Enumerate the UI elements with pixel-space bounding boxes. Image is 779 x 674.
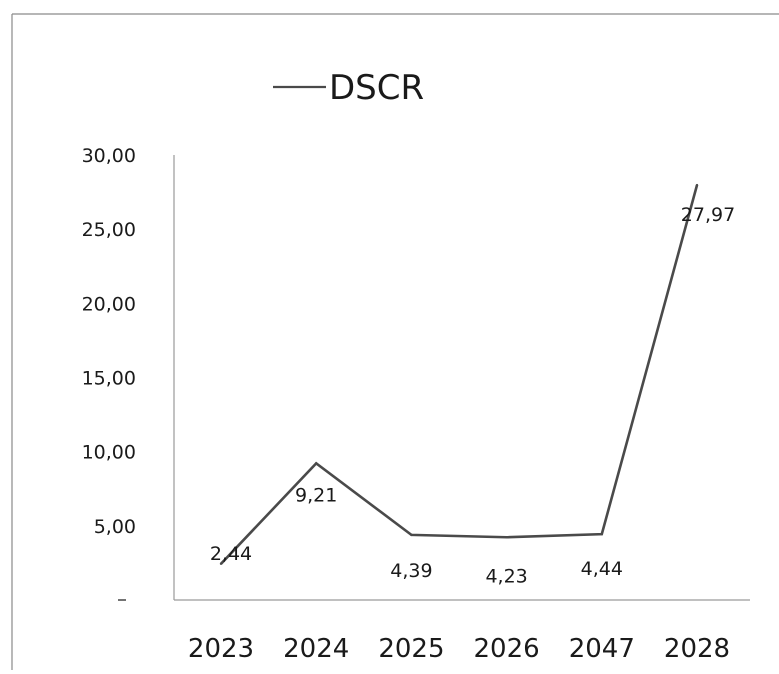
series-line-dscr — [220, 184, 699, 565]
y-tick-label: 10,00 — [82, 442, 136, 464]
data-point — [695, 183, 699, 187]
x-tick-labels: 2023 2024 2025 2026 2047 2028 — [188, 634, 730, 664]
x-tick-label: 2026 — [474, 634, 540, 664]
y-tick-label: 15,00 — [82, 368, 136, 390]
data-point — [315, 462, 318, 465]
x-tick-label: 2024 — [283, 634, 349, 664]
data-point — [219, 562, 223, 566]
x-tick-label: 2028 — [664, 634, 730, 664]
data-label: 4,39 — [390, 560, 432, 582]
x-tick-label: 2047 — [569, 634, 635, 664]
data-point — [505, 536, 508, 539]
y-tick-label: 30,00 — [82, 145, 136, 167]
data-label: 9,21 — [295, 484, 337, 506]
legend: DSCR — [273, 68, 424, 108]
data-label: 27,97 — [681, 204, 735, 226]
y-tick-label: 20,00 — [82, 293, 136, 315]
y-tick-labels: 5,00 10,00 15,00 20,00 25,00 30,00 — [82, 145, 136, 601]
x-tick-label: 2025 — [378, 634, 444, 664]
data-label: 4,23 — [485, 565, 527, 587]
y-tick-label: 25,00 — [82, 219, 136, 241]
data-labels: 2,44 9,21 4,39 4,23 4,44 27,97 — [210, 204, 735, 587]
data-label: 2,44 — [210, 543, 252, 565]
y-tick-label: 5,00 — [94, 516, 136, 538]
data-point — [600, 532, 603, 536]
series-dscr — [219, 183, 699, 566]
data-label: 4,44 — [581, 558, 623, 580]
data-point — [410, 533, 413, 537]
x-tick-label: 2023 — [188, 634, 254, 664]
legend-label-dscr: DSCR — [329, 68, 424, 108]
